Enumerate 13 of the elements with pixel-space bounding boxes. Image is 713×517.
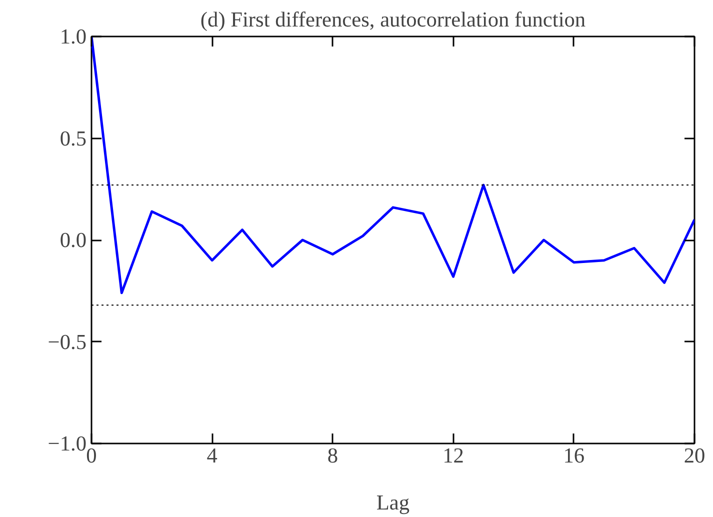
x-tick-label: 20 (684, 444, 706, 468)
y-tick-label: −0.5 (48, 330, 87, 354)
x-tick-label: 12 (442, 444, 464, 468)
y-tick-label: 0.0 (60, 228, 87, 252)
y-tick-label: 0.5 (60, 126, 87, 150)
y-tick-label: −1.0 (48, 432, 87, 456)
x-tick-label: 4 (206, 444, 218, 468)
y-tick-label: 1.0 (60, 24, 87, 48)
x-tick-label: 8 (327, 444, 338, 468)
x-tick-label: 0 (86, 444, 97, 468)
x-axis-title: Lag (376, 490, 410, 514)
x-tick-label: 16 (563, 444, 585, 468)
chart-title: (d) First differences, autocorrelation function (200, 8, 586, 32)
